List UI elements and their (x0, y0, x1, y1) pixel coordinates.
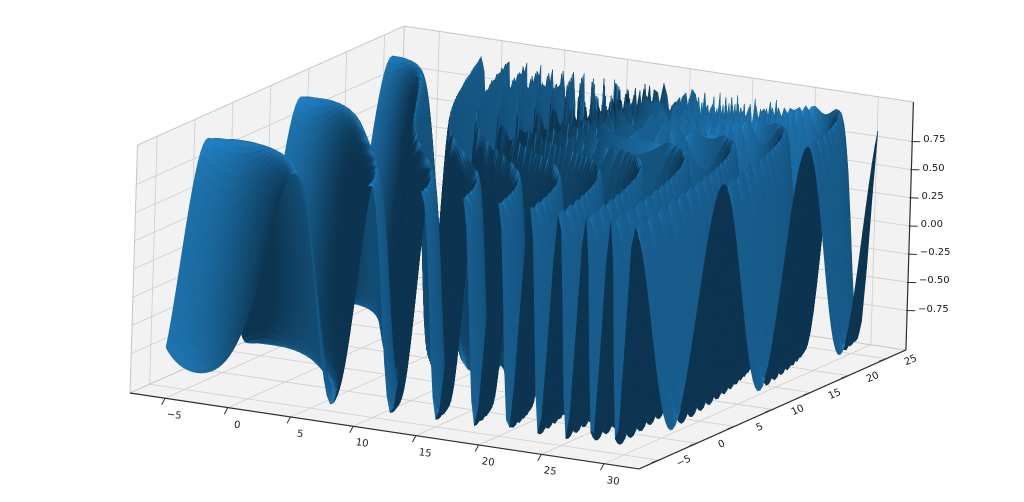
surface-plot-canvas (0, 0, 1024, 502)
3d-surface-figure: −5 0 5 10 15 20 25 30 −5 0 5 10 15 20 25 0.75 0.50 0.25 0.… (0, 0, 1024, 502)
